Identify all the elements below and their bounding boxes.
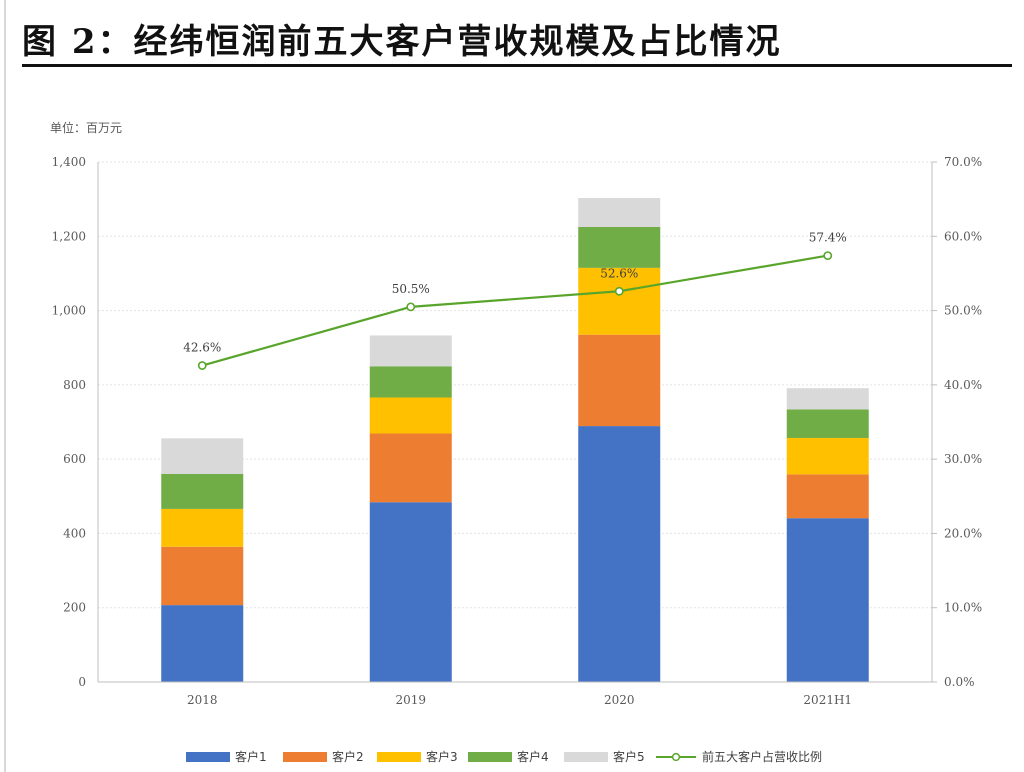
y-left-tick-label: 400 bbox=[63, 526, 86, 540]
legend-swatch bbox=[564, 752, 608, 762]
bar-segment-customer-5 bbox=[369, 335, 452, 367]
ratio-point bbox=[197, 361, 207, 370]
bar-segment-customer-1 bbox=[786, 518, 869, 682]
legend-label: 客户2 bbox=[332, 749, 364, 764]
bar-segment-customer-3 bbox=[786, 437, 869, 475]
bar-segment-customer-3 bbox=[369, 397, 452, 434]
y-right-tick-label: 40.0% bbox=[944, 378, 982, 392]
legend-swatch bbox=[283, 752, 327, 762]
legend-swatch bbox=[377, 752, 421, 762]
legend-label: 客户3 bbox=[426, 749, 458, 764]
y-left-tick-label: 0 bbox=[78, 675, 86, 689]
y-right-tick-label: 30.0% bbox=[944, 452, 982, 466]
bar-segment-customer-4 bbox=[161, 474, 244, 509]
y-right-tick-label: 50.0% bbox=[944, 304, 982, 318]
bar-segment-customer-5 bbox=[578, 198, 661, 227]
title-underline bbox=[22, 64, 1012, 67]
bar-segment-customer-1 bbox=[369, 502, 452, 682]
y-left-tick-label: 1,000 bbox=[52, 304, 86, 318]
bar-segment-customer-3 bbox=[578, 267, 661, 335]
bar-segment-customer-2 bbox=[786, 474, 869, 519]
bar-segment-customer-3 bbox=[161, 508, 244, 547]
bar-segment-customer-1 bbox=[161, 605, 244, 682]
ratio-data-label: 52.6% bbox=[600, 266, 638, 280]
bar-segment-customer-2 bbox=[369, 433, 452, 503]
legend-line-marker bbox=[671, 752, 681, 762]
figure-header: 图 2：经纬恒润前五大客户营收规模及占比情况 bbox=[22, 6, 1012, 67]
ratio-data-label: 57.4% bbox=[809, 231, 847, 245]
x-tick-label: 2021H1 bbox=[803, 693, 852, 707]
figure-title: 图 2：经纬恒润前五大客户营收规模及占比情况 bbox=[22, 22, 782, 62]
ratio-line bbox=[201, 254, 828, 367]
y-right-tick-label: 20.0% bbox=[944, 526, 982, 540]
ratio-point bbox=[406, 302, 416, 312]
legend-swatch bbox=[186, 752, 230, 762]
legend-label: 前五大客户占营收比例 bbox=[702, 749, 822, 764]
bar-segment-customer-4 bbox=[786, 409, 869, 438]
line-series: 42.6% 50.5% 52.6% 57.4% bbox=[183, 231, 847, 370]
x-tick-label: 2019 bbox=[395, 693, 426, 707]
bar-segment-customer-2 bbox=[161, 546, 244, 606]
bar-segment-customer-2 bbox=[578, 334, 661, 427]
y-left-tick-label: 1,400 bbox=[52, 155, 86, 169]
y-right-tick-label: 60.0% bbox=[944, 229, 982, 243]
x-tick-label: 2018 bbox=[187, 693, 218, 707]
y-left-tick-label: 200 bbox=[63, 601, 86, 615]
y-left-tick-label: 600 bbox=[63, 452, 86, 466]
legend: 客户1 客户2 客户3 客户4 客户5 前五大客户占营收比例 bbox=[186, 749, 822, 764]
ratio-point bbox=[823, 251, 833, 260]
legend-label: 客户4 bbox=[517, 749, 549, 764]
unit-label: 单位：百万元 bbox=[50, 120, 122, 135]
y-right-tick-label: 10.0% bbox=[944, 601, 982, 615]
legend-label: 客户5 bbox=[613, 749, 645, 764]
bar-segment-customer-1 bbox=[578, 426, 661, 682]
ratio-point bbox=[614, 286, 624, 296]
bar-segment-customer-4 bbox=[578, 227, 661, 268]
bar-series bbox=[161, 198, 869, 682]
y-right-tick-label: 70.0% bbox=[944, 155, 982, 169]
y-left-tick-label: 1,200 bbox=[52, 229, 86, 243]
bar-segment-customer-5 bbox=[161, 438, 244, 474]
page-left-border bbox=[4, 0, 6, 772]
y-left-tick-label: 800 bbox=[63, 378, 86, 392]
legend-label: 客户1 bbox=[235, 749, 267, 764]
gridlines bbox=[98, 161, 932, 609]
ratio-data-label: 42.6% bbox=[183, 341, 221, 355]
bar-segment-customer-4 bbox=[369, 366, 452, 398]
axes: 0 200 400 600 800 1,000 1,200 1,400 0.0% 10.0% 20.… bbox=[52, 155, 982, 707]
y-right-tick-label: 0.0% bbox=[944, 675, 975, 689]
bar-segment-customer-5 bbox=[786, 388, 869, 410]
legend-swatch bbox=[468, 752, 512, 762]
x-tick-label: 2020 bbox=[604, 693, 635, 707]
ratio-data-label: 50.5% bbox=[392, 282, 430, 296]
